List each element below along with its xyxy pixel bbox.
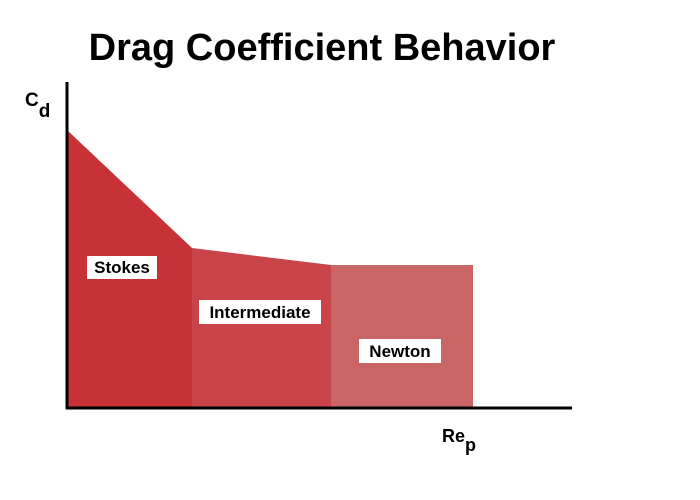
stokes-label: Stokes [87,256,157,279]
y-axis-label-subscript: d [39,101,51,122]
y-axis-label: Cd [25,90,50,122]
intermediate-region [192,248,331,408]
stokes-label-text: Stokes [94,258,150,277]
y-axis-label-main: C [25,90,39,111]
x-axis-label-main: Re [442,426,465,446]
intermediate-label-text: Intermediate [209,303,310,322]
intermediate-label: Intermediate [199,300,321,324]
newton-label: Newton [359,339,441,363]
stokes-label-box [87,256,157,279]
x-axis-label: Rep [442,426,476,455]
newton-label-text: Newton [369,342,430,361]
x-axis-label-subscript: p [465,435,476,455]
newton-label-box [359,339,441,363]
newton-region [331,265,473,408]
diagram-title: Drag Coefficient Behavior [89,27,556,69]
intermediate-label-box [199,300,321,324]
